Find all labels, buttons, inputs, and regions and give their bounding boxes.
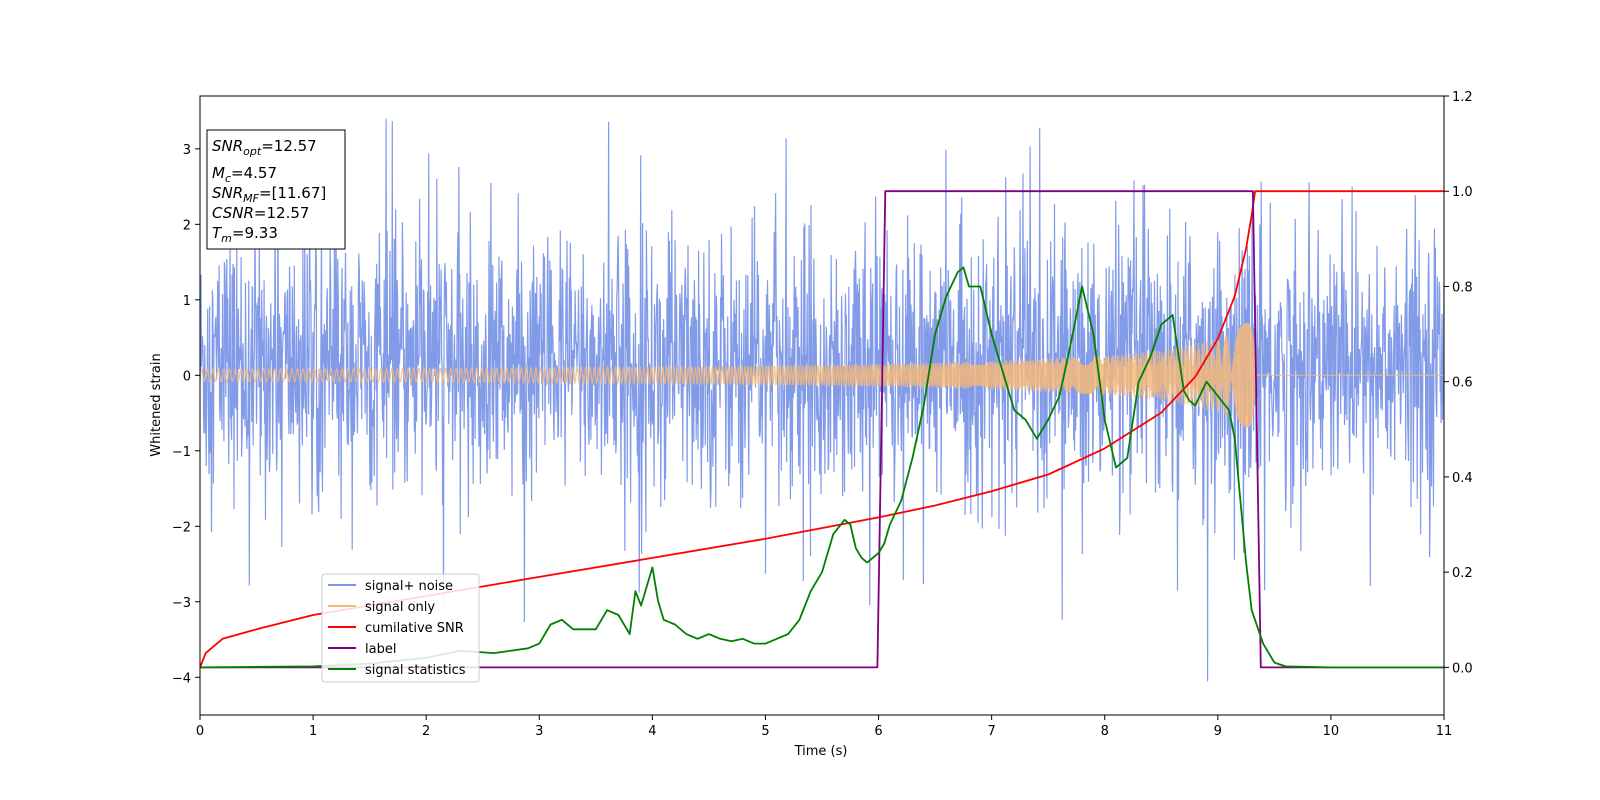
x-tick-label: 10: [1323, 724, 1340, 739]
y-right-tick-label: 1.0: [1452, 185, 1473, 200]
x-tick-label: 4: [648, 724, 656, 739]
y-left-tick-label: −2: [172, 520, 191, 535]
y-right-tick-label: 0.4: [1452, 471, 1473, 486]
series-signal-only: [200, 322, 1444, 428]
legend-label: signal only: [365, 600, 435, 615]
legend: signal+ noise signal only cumilative SNR…: [321, 573, 480, 683]
x-tick-label: 6: [874, 724, 882, 739]
legend-label: label: [365, 642, 396, 657]
annotation-csnr: CSNR=12.57: [212, 204, 309, 222]
legend-label: signal statistics: [365, 663, 466, 678]
y-axis-left: 3 2 1 0 −1 −2 −3 −4: [172, 143, 200, 686]
y-axis-right: 1.2 1.0 0.8 0.6 0.4 0.2 0.0: [1444, 90, 1473, 676]
y-left-tick-label: −1: [172, 445, 191, 460]
y-right-tick-label: 0.8: [1452, 280, 1473, 295]
x-tick-label: 7: [987, 724, 995, 739]
legend-item: signal+ noise: [328, 579, 453, 594]
x-axis-label: Time (s): [794, 744, 848, 759]
legend-label: signal+ noise: [365, 579, 453, 594]
y-left-tick-label: 3: [183, 143, 191, 158]
y-left-tick-label: 0: [183, 369, 191, 384]
annotation-snr-opt: SNRopt=12.57: [212, 137, 317, 158]
y-axis-label: Whitened strain: [149, 353, 164, 456]
x-tick-label: 2: [422, 724, 430, 739]
y-left-tick-label: 1: [183, 294, 191, 309]
y-right-tick-label: 0.0: [1452, 661, 1473, 676]
annotation-mc: Mc=4.57: [212, 164, 277, 185]
plot-series-layer: [200, 118, 1444, 682]
y-right-tick-label: 1.2: [1452, 90, 1473, 105]
legend-item: label: [328, 642, 396, 657]
y-left-tick-label: 2: [183, 218, 191, 233]
annotation-box: SNRopt=12.57 Mc=4.57 SNRMF=[11.67] CSNR=…: [206, 129, 346, 250]
x-tick-label: 0: [196, 724, 204, 739]
legend-label: cumilative SNR: [365, 621, 464, 636]
y-left-tick-label: −3: [172, 596, 191, 611]
x-tick-label: 3: [535, 724, 543, 739]
legend-item: signal only: [328, 600, 435, 615]
x-tick-label: 9: [1214, 724, 1222, 739]
y-right-tick-label: 0.2: [1452, 566, 1473, 581]
legend-item: signal statistics: [328, 663, 466, 678]
series-signal-statistics: [200, 266, 1444, 669]
annotation-tm: Tm=9.33: [212, 224, 278, 245]
x-tick-label: 8: [1101, 724, 1109, 739]
legend-item: cumilative SNR: [328, 621, 464, 636]
x-axis: 0 1 2 3 4 5 6 7 8 9 10 11: [196, 715, 1452, 739]
series-signal-noise: [200, 118, 1444, 682]
x-tick-label: 1: [309, 724, 317, 739]
x-tick-label: 11: [1436, 724, 1453, 739]
plot-frame: [199, 95, 1445, 716]
x-tick-label: 5: [761, 724, 769, 739]
annotation-snr-mf: SNRMF=[11.67]: [212, 184, 326, 205]
y-left-tick-label: −4: [172, 671, 191, 686]
series-cumulative-snr: [200, 190, 1444, 668]
y-right-tick-label: 0.6: [1452, 376, 1473, 391]
